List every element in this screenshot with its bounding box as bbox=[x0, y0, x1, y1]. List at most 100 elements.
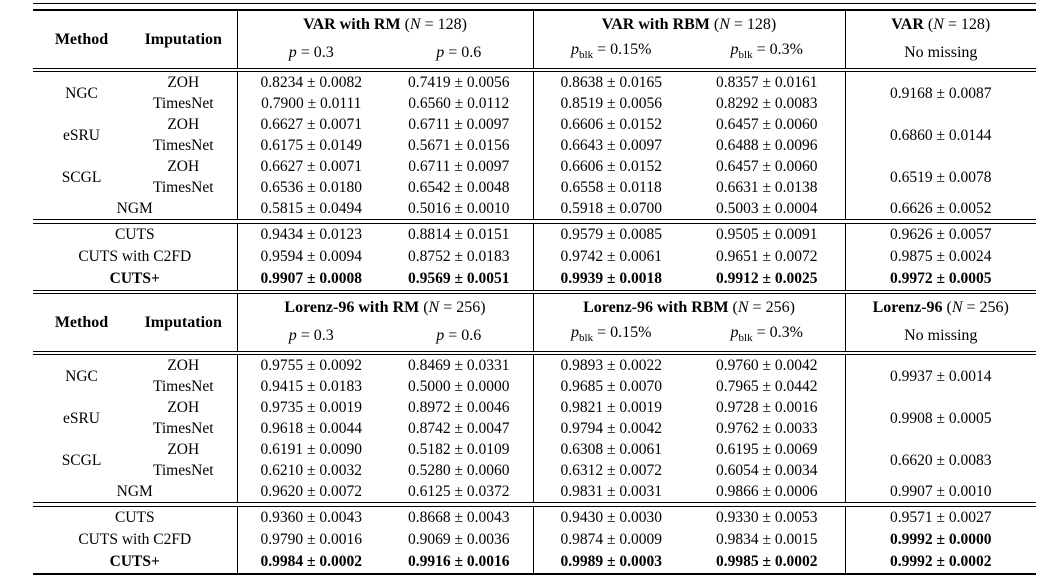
value-cell: 0.9651 ± 0.0072 bbox=[715, 248, 818, 266]
table-row: CUTS+ 0.9907 ± 0.0008 0.9569 ± 0.0051 0.993… bbox=[33, 268, 1036, 291]
value-cell: 0.9430 ± 0.0030 bbox=[532, 507, 689, 530]
value-cell: 0.9875 ± 0.0024 bbox=[844, 246, 1036, 269]
no-missing-cell: 0.9168 ± 0.0087 bbox=[844, 72, 1036, 115]
value-cell: 0.8234 ± 0.0082 bbox=[236, 72, 385, 94]
value-cell: 0.9735 ± 0.0019 bbox=[236, 397, 385, 419]
value-cell: 0.5918 ± 0.0700 bbox=[532, 198, 689, 220]
table-row: TimesNet 0.9415 ± 0.0183 0.5000 ± 0.0000 0.… bbox=[33, 376, 1036, 398]
value-cell: 0.9834 ± 0.0015 bbox=[715, 531, 818, 549]
imputation-cell: ZOH bbox=[167, 116, 200, 134]
imputation-cell: TimesNet bbox=[152, 179, 214, 197]
group-title: VAR (N = 128) bbox=[844, 11, 1036, 37]
value-cell: 0.9728 ± 0.0016 bbox=[715, 399, 818, 417]
cuts-label: CUTS+ bbox=[109, 270, 160, 288]
value-cell: 0.9742 ± 0.0061 bbox=[532, 246, 689, 269]
value-cell: 0.8752 ± 0.0183 bbox=[407, 248, 510, 266]
value-cell: 0.6312 ± 0.0072 bbox=[532, 460, 689, 482]
no-missing-cell: 0.6626 ± 0.0052 bbox=[844, 198, 1036, 220]
cuts-label: CUTS bbox=[114, 509, 155, 527]
value-cell: 0.5671 ± 0.0156 bbox=[407, 137, 510, 155]
table-row: NGC ZOH 0.9755 ± 0.0092 0.8469 ± 0.0331 0.98… bbox=[33, 355, 1036, 398]
value-cell: 0.6643 ± 0.0097 bbox=[532, 135, 689, 157]
table-row: CUTS with C2FD 0.9790 ± 0.0016 0.9069 ± 0.… bbox=[33, 529, 1036, 552]
value-cell: 0.6536 ± 0.0180 bbox=[236, 177, 385, 199]
value-cell: 0.8357 ± 0.0161 bbox=[715, 74, 818, 92]
value-cell: 0.8519 ± 0.0056 bbox=[532, 93, 689, 115]
value-cell: 0.5000 ± 0.0000 bbox=[407, 378, 510, 396]
value-cell: 0.9821 ± 0.0019 bbox=[532, 397, 689, 419]
value-cell: 0.9794 ± 0.0042 bbox=[532, 418, 689, 440]
paper-table-page: Method Imputation VAR with RM (N = 128) VAR… bbox=[0, 3, 1052, 577]
value-cell: 0.6054 ± 0.0034 bbox=[715, 462, 818, 480]
method-cell: NGC bbox=[65, 84, 98, 102]
col-header-method: Method bbox=[54, 314, 109, 332]
value-cell: 0.9434 ± 0.0123 bbox=[236, 224, 385, 247]
results-table: Method Imputation VAR with RM (N = 128) VAR… bbox=[33, 3, 1036, 577]
value-cell: 0.9360 ± 0.0043 bbox=[236, 507, 385, 530]
value-cell: 0.8292 ± 0.0083 bbox=[715, 95, 818, 113]
method-cell: SCGL bbox=[61, 168, 102, 186]
cuts-label: CUTS with C2FD bbox=[78, 248, 192, 266]
value-cell: 0.9985 ± 0.0002 bbox=[715, 553, 818, 571]
value-cell: 0.9755 ± 0.0092 bbox=[236, 355, 385, 377]
table-row: NGM 0.5815 ± 0.0494 0.5016 ± 0.0010 0.5918 … bbox=[33, 198, 1036, 220]
imputation-cell: TimesNet bbox=[152, 95, 214, 113]
method-cell: NGC bbox=[65, 367, 98, 385]
value-cell: 0.9874 ± 0.0009 bbox=[532, 529, 689, 552]
rule-toprule-cell bbox=[33, 3, 1036, 11]
value-cell: 0.9992 ± 0.0002 bbox=[844, 551, 1036, 574]
value-cell: 0.9626 ± 0.0057 bbox=[844, 224, 1036, 247]
method-cell: NGM bbox=[116, 200, 153, 218]
rule-midrule bbox=[33, 502, 1036, 508]
col-header-imputation: Imputation bbox=[144, 314, 222, 332]
value-cell: 0.6191 ± 0.0090 bbox=[236, 439, 385, 461]
value-cell: 0.9685 ± 0.0070 bbox=[532, 376, 689, 398]
rule-bottomrule-cell bbox=[33, 573, 1036, 577]
value-cell: 0.9618 ± 0.0044 bbox=[236, 418, 385, 440]
midrule-line bbox=[33, 502, 1036, 508]
value-cell: 0.6711 ± 0.0097 bbox=[408, 116, 510, 134]
rule-midrule-cell bbox=[33, 219, 1036, 225]
no-missing-cell: 0.6519 ± 0.0078 bbox=[844, 156, 1036, 199]
rule-headrule-cell bbox=[33, 68, 1036, 73]
no-missing-cell: 0.6620 ± 0.0083 bbox=[844, 439, 1036, 482]
table-row: TimesNet 0.9618 ± 0.0044 0.8742 ± 0.0047 0.… bbox=[33, 418, 1036, 440]
group-title: Lorenz-96 with RM (N = 256) bbox=[236, 294, 533, 321]
value-cell: 0.7965 ± 0.0442 bbox=[715, 378, 818, 396]
subcol-header: pblk = 0.3% bbox=[730, 41, 803, 62]
value-cell: 0.9620 ± 0.0072 bbox=[236, 481, 385, 503]
header-row-groups: Method Imputation Lorenz-96 with RM (N = 2… bbox=[33, 294, 1036, 331]
value-cell: 0.9790 ± 0.0016 bbox=[236, 529, 385, 552]
value-cell: 0.9992 ± 0.0000 bbox=[844, 529, 1036, 552]
value-cell: 0.8638 ± 0.0165 bbox=[532, 72, 689, 94]
value-cell: 0.9916 ± 0.0016 bbox=[407, 553, 510, 571]
value-cell: 0.7900 ± 0.0111 bbox=[236, 93, 385, 115]
header-row-subcols: p = 0.3 p = 0.6 pblk = 0.15% pblk = 0.3% No … bbox=[33, 320, 1036, 352]
value-cell: 0.8469 ± 0.0331 bbox=[407, 357, 510, 375]
value-cell: 0.9505 ± 0.0091 bbox=[715, 226, 818, 244]
table-row: CUTS 0.9360 ± 0.0043 0.8668 ± 0.0043 0.9430… bbox=[33, 507, 1036, 530]
no-missing-cell: 0.9907 ± 0.0010 bbox=[844, 481, 1036, 503]
group-title: Lorenz-96 with RBM (N = 256) bbox=[532, 294, 845, 321]
value-cell: 0.9415 ± 0.0183 bbox=[236, 376, 385, 398]
value-cell: 0.5182 ± 0.0109 bbox=[407, 441, 510, 459]
header-row-groups: Method Imputation VAR with RM (N = 128) VAR… bbox=[33, 11, 1036, 48]
table-row: NGC ZOH 0.8234 ± 0.0082 0.7419 ± 0.0056 0.86… bbox=[33, 72, 1036, 115]
value-cell: 0.9579 ± 0.0085 bbox=[532, 224, 689, 247]
method-cell: SCGL bbox=[61, 451, 102, 469]
imputation-cell: ZOH bbox=[167, 74, 200, 92]
value-cell: 0.6195 ± 0.0069 bbox=[715, 441, 818, 459]
value-cell: 0.5016 ± 0.0010 bbox=[407, 200, 510, 218]
value-cell: 0.9989 ± 0.0003 bbox=[532, 551, 689, 574]
rule-headrule bbox=[33, 68, 1036, 73]
value-cell: 0.9907 ± 0.0008 bbox=[236, 268, 385, 291]
value-cell: 0.8742 ± 0.0047 bbox=[407, 420, 510, 438]
value-cell: 0.9972 ± 0.0005 bbox=[844, 268, 1036, 291]
subcol-header: No missing bbox=[844, 320, 1036, 352]
toprule-line bbox=[33, 3, 1036, 11]
headrule-line bbox=[33, 351, 1036, 356]
table-row: TimesNet 0.6210 ± 0.0032 0.5280 ± 0.0060 0.… bbox=[33, 460, 1036, 482]
midrule-line bbox=[33, 219, 1036, 225]
subcol-header: p = 0.3 bbox=[236, 37, 385, 69]
value-cell: 0.9866 ± 0.0006 bbox=[715, 483, 818, 501]
